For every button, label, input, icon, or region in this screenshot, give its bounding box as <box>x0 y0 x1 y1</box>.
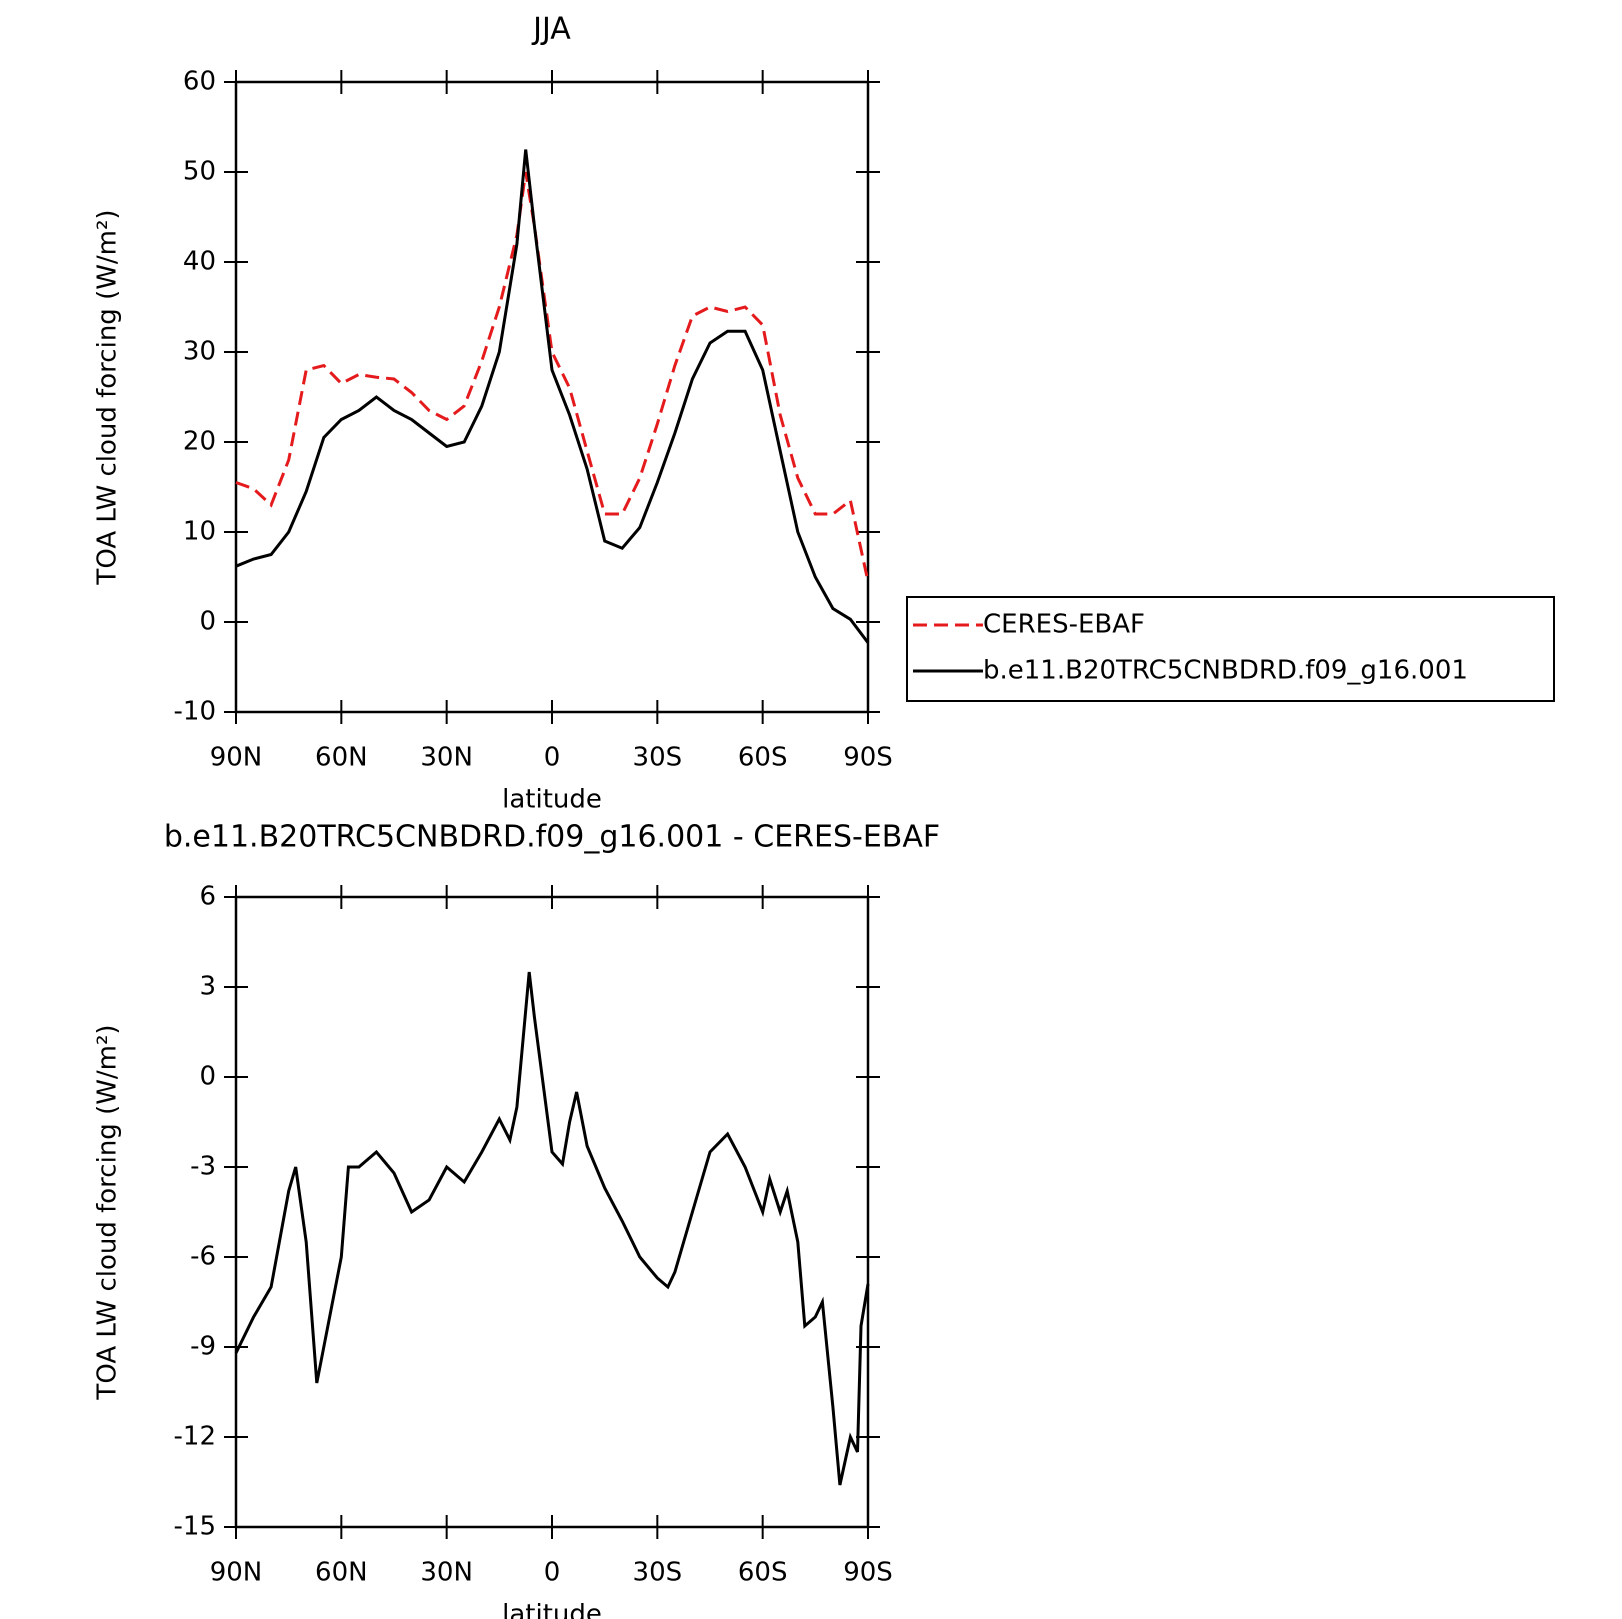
y-tick-label: 20 <box>183 427 216 457</box>
y-tick-label: -10 <box>174 697 216 727</box>
x-tick-label: 60N <box>315 1558 368 1588</box>
y-tick-label: 6 <box>199 882 216 912</box>
y-tick-label: 30 <box>183 337 216 367</box>
y-tick-label: 60 <box>183 67 216 97</box>
x-tick-label: 0 <box>544 1558 561 1588</box>
data-line <box>235 171 870 582</box>
plot-frame <box>234 895 870 1529</box>
chart-title: JJA <box>531 12 571 47</box>
y-tick-label: -12 <box>174 1422 216 1452</box>
y-tick-label: 0 <box>199 1062 216 1092</box>
x-axis-label: latitude <box>502 785 602 815</box>
x-tick-label: 60N <box>315 743 368 773</box>
plot-frame <box>234 80 870 714</box>
chart-title: b.e11.B20TRC5CNBDRD.f09_g16.001 - CERES-… <box>164 820 940 855</box>
data-line <box>235 149 870 644</box>
legend-label: b.e11.B20TRC5CNBDRD.f09_g16.001 <box>983 656 1468 686</box>
x-tick-label: 60S <box>738 743 788 773</box>
x-tick-label: 90N <box>210 1558 263 1588</box>
x-tick-label: 90S <box>843 743 893 773</box>
x-axis-label: latitude <box>502 1600 602 1619</box>
x-tick-label: 90S <box>843 1558 893 1588</box>
legend-label: CERES-EBAF <box>983 610 1145 640</box>
y-tick-label: -15 <box>174 1512 216 1542</box>
y-tick-label: 40 <box>183 247 216 277</box>
x-tick-label: 30N <box>420 743 473 773</box>
y-tick-label: 3 <box>199 972 216 1002</box>
x-tick-label: 90N <box>210 743 263 773</box>
y-tick-label: 10 <box>183 517 216 547</box>
y-tick-label: -9 <box>190 1332 216 1362</box>
x-tick-label: 60S <box>738 1558 788 1588</box>
legend-box <box>906 596 1555 702</box>
x-tick-label: 0 <box>544 743 561 773</box>
y-axis-label: TOA LW cloud forcing (W/m²) <box>93 1024 123 1400</box>
y-tick-label: -6 <box>190 1242 216 1272</box>
data-line <box>234 971 870 1486</box>
x-tick-label: 30S <box>633 743 683 773</box>
y-tick-label: -3 <box>190 1152 216 1182</box>
x-tick-label: 30N <box>420 1558 473 1588</box>
x-tick-label: 30S <box>633 1558 683 1588</box>
y-tick-label: 0 <box>199 607 216 637</box>
y-axis-label: TOA LW cloud forcing (W/m²) <box>93 209 123 585</box>
y-tick-label: 50 <box>183 157 216 187</box>
